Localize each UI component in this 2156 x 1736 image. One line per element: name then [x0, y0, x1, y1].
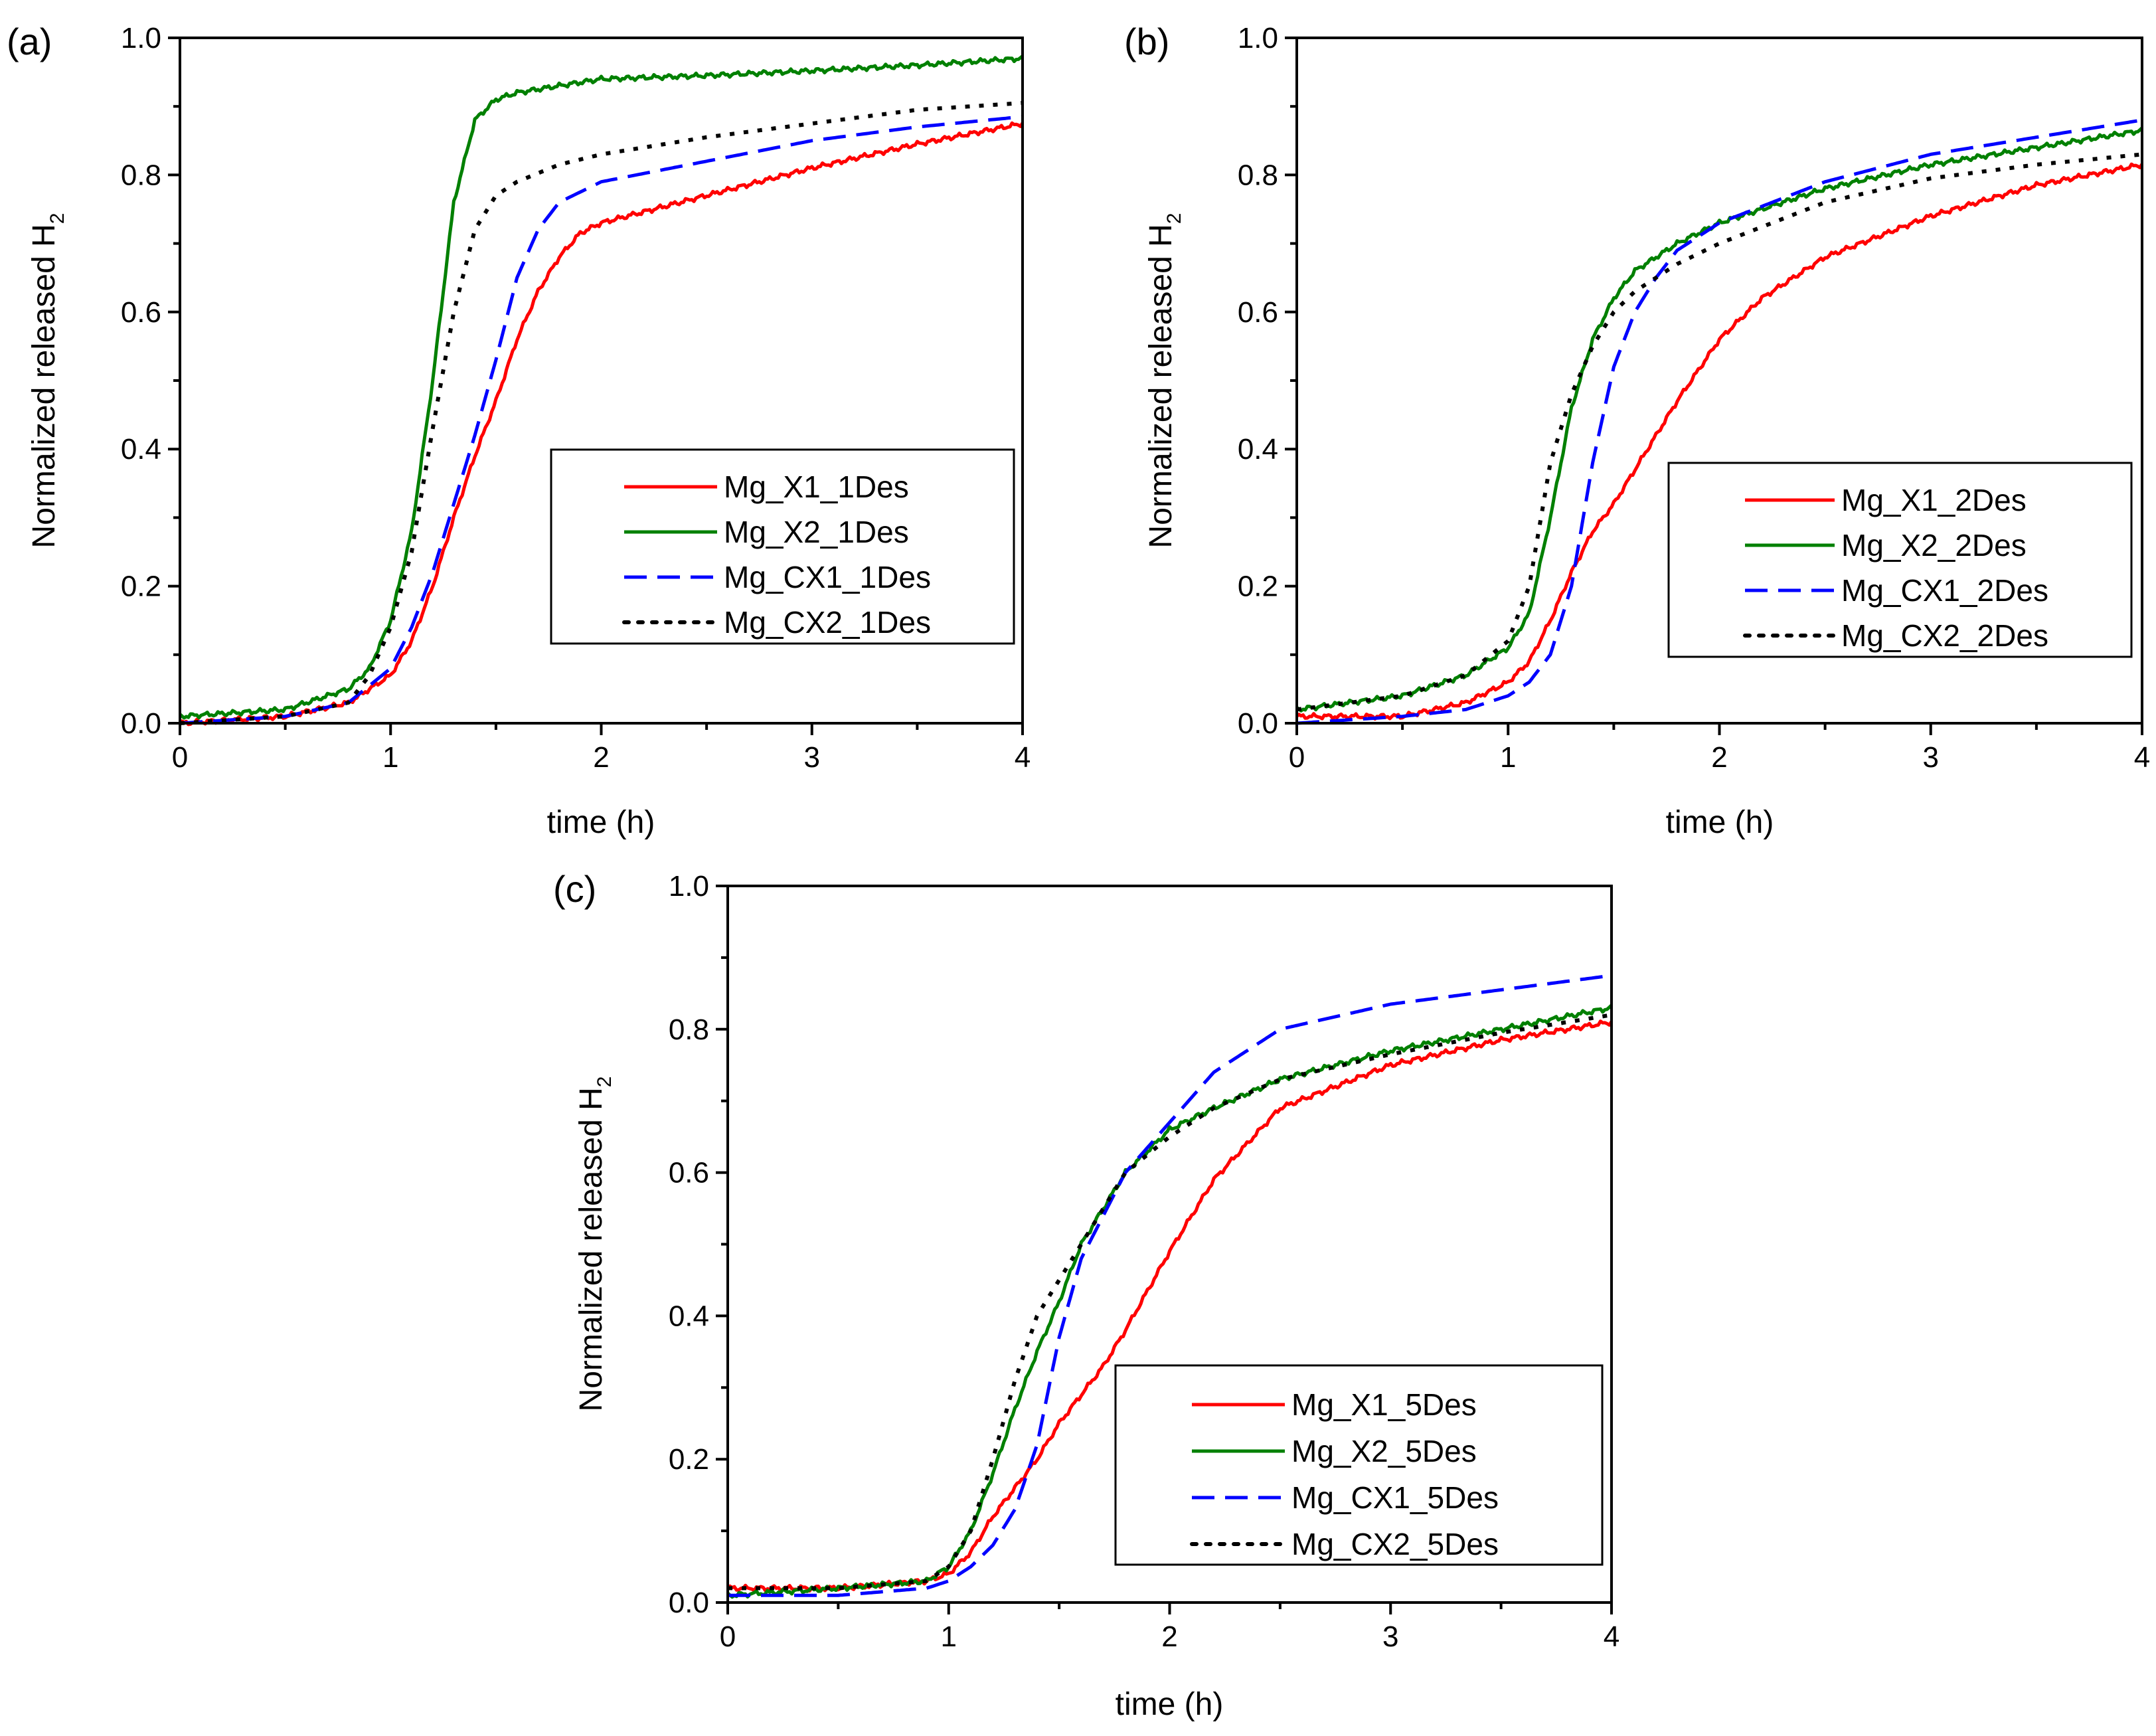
series-line-Mg_CX2_1Des — [179, 101, 1023, 725]
panel-c-plot-frame — [726, 885, 1613, 1604]
panel-a-x-tick-label: 4 — [1015, 741, 1031, 774]
panel-a-x-tick-label: 3 — [804, 741, 820, 774]
panel-a-y-axis-title: Normalized released H2 — [27, 213, 68, 549]
panel-a-y-tick-label: 0.8 — [121, 159, 161, 191]
legend-label-Mg_X1_5Des: Mg_X1_5Des — [1291, 1387, 1477, 1422]
series-line-Mg_X1_2Des — [1295, 162, 2144, 721]
panel-c-tick-labels: 0 1 2 3 4 0.0 0.2 0.4 0.6 0.8 1.0 — [669, 870, 1619, 1653]
panel-c-y-tick-label: 0.0 — [669, 1587, 709, 1619]
panel-c-y-axis-title-sub: 2 — [594, 1077, 616, 1088]
panel-c-y-tick-label: 0.8 — [669, 1013, 709, 1046]
panel-b-y-axis-title-main: Normalized released H — [1143, 224, 1179, 548]
panel-b-x-tick-label: 1 — [1500, 741, 1516, 774]
series-line-Mg_CX2_2Des — [1296, 152, 2143, 712]
series-line-Mg_X2_5Des — [726, 1003, 1613, 1599]
panel-b-legend: Mg_X1_2Des Mg_X2_2Des Mg_CX1_2Des Mg_CX2_2D… — [1667, 462, 2133, 658]
panel-c-x-tick-label: 0 — [720, 1620, 736, 1653]
panel-c-y-tick-label: 0.4 — [669, 1300, 709, 1332]
panel-a-x-tick-label: 0 — [172, 741, 188, 774]
panel-c-x-axis-title: time (h) — [1116, 1687, 1224, 1722]
legend-label-Mg_X1_2Des: Mg_X1_2Des — [1841, 483, 2027, 517]
panel-a-x-tick-label: 2 — [593, 741, 609, 774]
panel-c-y-axis-title-main: Normalized released H — [574, 1087, 609, 1411]
panel-c-y-tick-label: 1.0 — [669, 870, 709, 903]
panel-c-x-tick-label: 3 — [1382, 1620, 1398, 1653]
panel-a-plot-frame — [179, 37, 1024, 725]
panel-b-tick-labels: 0 1 2 3 4 0.0 0.2 0.4 0.6 0.8 1.0 — [1238, 22, 2150, 774]
panel-b-y-tick-label: 0.4 — [1238, 433, 1278, 466]
panel-a-x-tick-label: 1 — [382, 741, 398, 774]
panel-c-y-axis-title: Normalized released H2 — [574, 1077, 616, 1412]
panel-a-legend: Mg_X1_1Des Mg_X2_1Des Mg_CX1_1Des Mg_CX2_1D… — [550, 448, 1015, 645]
panel-b-y-tick-label: 0.2 — [1238, 570, 1278, 603]
panel-a-y-tick-label: 0.0 — [121, 707, 161, 740]
legend-label-Mg_X2_1Des: Mg_X2_1Des — [724, 515, 909, 549]
legend-label-Mg_CX1_5Des: Mg_CX1_5Des — [1291, 1480, 1499, 1515]
panel-c-y-tick-label: 0.6 — [669, 1157, 709, 1189]
panel-a-y-tick-label: 0.2 — [121, 570, 161, 603]
panel-b-y-tick-label: 0.6 — [1238, 296, 1278, 329]
panel-b-y-axis-title: Normalized released H2 — [1143, 213, 1185, 549]
series-line-Mg_X2_1Des — [179, 54, 1024, 720]
legend-label-Mg_CX1_2Des: Mg_CX1_2Des — [1841, 573, 2048, 608]
panel-b-label: (b) — [1124, 21, 1169, 62]
legend-label-Mg_CX2_1Des: Mg_CX2_1Des — [724, 605, 931, 640]
panel-c-legend: Mg_X1_5Des Mg_X2_5Des Mg_CX1_5Des Mg_CX2_5D… — [1114, 1364, 1604, 1566]
panel-c-x-tick-label: 1 — [941, 1620, 957, 1653]
legend-label-Mg_CX1_1Des: Mg_CX1_1Des — [724, 560, 931, 594]
panel-b-x-axis-title: time (h) — [1666, 805, 1774, 840]
panel-a-series — [179, 54, 1025, 727]
legend-label-Mg_CX2_2Des: Mg_CX2_2Des — [1841, 618, 2048, 653]
panel-b-legend-box — [1667, 462, 2133, 658]
series-line-Mg_X1_5Des — [726, 1019, 1614, 1593]
panel-b-y-tick-label: 1.0 — [1238, 22, 1278, 54]
legend-label-Mg_CX2_5Des: Mg_CX2_5Des — [1291, 1527, 1499, 1561]
panel-c-x-tick-label: 2 — [1161, 1620, 1177, 1653]
panel-c: (c) 0 1 2 3 4 0.0 0.2 0.4 0.6 0.8 1.0 time (h) Nor… — [553, 868, 1619, 1722]
panel-b-plot-frame — [1295, 37, 2143, 725]
panel-a-y-tick-label: 0.6 — [121, 296, 161, 329]
panel-b-x-tick-label: 4 — [2134, 741, 2150, 774]
panel-c-label: (c) — [553, 868, 596, 910]
panel-c-x-tick-label: 4 — [1604, 1620, 1619, 1653]
panel-b-x-tick-label: 0 — [1289, 741, 1305, 774]
panel-c-legend-box — [1114, 1364, 1604, 1566]
panel-a-y-axis-title-main: Normalized released H — [27, 224, 62, 548]
panel-b-y-tick-label: 0.0 — [1238, 707, 1278, 740]
panel-a: (a) 0 1 2 3 4 0.0 0.2 0.4 0.6 0.8 1.0 time (h) Nor… — [7, 21, 1031, 840]
panel-a-y-tick-label: 1.0 — [121, 22, 161, 54]
panel-b-y-axis-title-sub: 2 — [1163, 213, 1185, 224]
panel-b-x-tick-label: 3 — [1923, 741, 1939, 774]
legend-label-Mg_X2_2Des: Mg_X2_2Des — [1841, 528, 2027, 563]
series-line-Mg_CX1_2Des — [1296, 118, 2143, 725]
panel-a-tick-labels: 0 1 2 3 4 0.0 0.2 0.4 0.6 0.8 1.0 — [121, 22, 1031, 774]
panel-b: (b) 0 1 2 3 4 0.0 0.2 0.4 0.6 0.8 1.0 time (h) Nor… — [1124, 21, 2150, 840]
panel-a-x-axis-title: time (h) — [547, 805, 655, 840]
panel-c-y-tick-label: 0.2 — [669, 1443, 709, 1476]
panel-a-label: (a) — [7, 21, 52, 62]
panel-a-y-axis-title-sub: 2 — [46, 213, 68, 224]
panel-a-y-tick-label: 0.4 — [121, 433, 161, 466]
legend-label-Mg_X2_5Des: Mg_X2_5Des — [1291, 1434, 1477, 1468]
panel-b-x-tick-label: 2 — [1711, 741, 1727, 774]
panel-b-series — [1295, 118, 2144, 725]
panel-a-legend-box — [550, 448, 1015, 645]
series-line-Mg_CX1_5Des — [728, 974, 1612, 1597]
panel-c-series — [726, 974, 1614, 1599]
legend-label-Mg_X1_1Des: Mg_X1_1Des — [724, 470, 909, 504]
panel-b-y-tick-label: 0.8 — [1238, 159, 1278, 191]
